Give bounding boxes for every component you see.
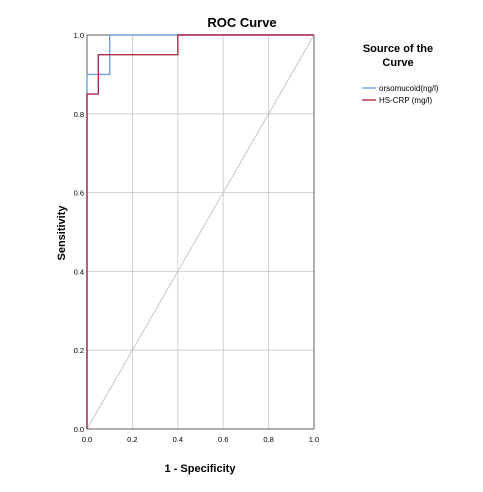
y-tick-label: 0.6 [74, 189, 84, 198]
chart-title: ROC Curve [207, 15, 276, 30]
diagonal-reference-line [86, 34, 315, 430]
x-tick-label: 1.0 [309, 435, 319, 444]
x-tick-labels: 0.0 0.2 0.4 0.6 0.8 1.0 [82, 435, 319, 444]
x-tick-label: 0.0 [82, 435, 92, 444]
y-axis-label: Sensitivity [56, 205, 68, 261]
y-tick-label: 0.4 [74, 267, 84, 276]
y-tick-labels: 0.0 0.2 0.4 0.6 0.8 1.0 [74, 31, 84, 434]
reference-line [86, 34, 315, 430]
y-tick-label: 0.0 [74, 425, 84, 434]
x-tick-label: 0.8 [263, 435, 273, 444]
legend-label-2: HS-CRP (mg/l) [379, 96, 433, 105]
x-tick-label: 0.4 [173, 435, 183, 444]
y-tick-label: 0.8 [74, 110, 84, 119]
y-tick-label: 1.0 [74, 31, 84, 40]
legend-label-1: orsomucoid(ng/l) [379, 84, 439, 93]
series-line-2 [86, 34, 314, 429]
series-group [86, 34, 314, 429]
legend-title-line-1: Source of the [363, 43, 433, 55]
x-tick-label: 0.2 [127, 435, 137, 444]
legend-title-line-2: Curve [382, 57, 413, 69]
legend: Source of the Curve orsomucoid(ng/l) HS-C… [362, 43, 439, 105]
y-tick-label: 0.2 [74, 346, 84, 355]
x-axis-label: 1 - Specificity [165, 463, 237, 475]
x-tick-label: 0.6 [218, 435, 228, 444]
